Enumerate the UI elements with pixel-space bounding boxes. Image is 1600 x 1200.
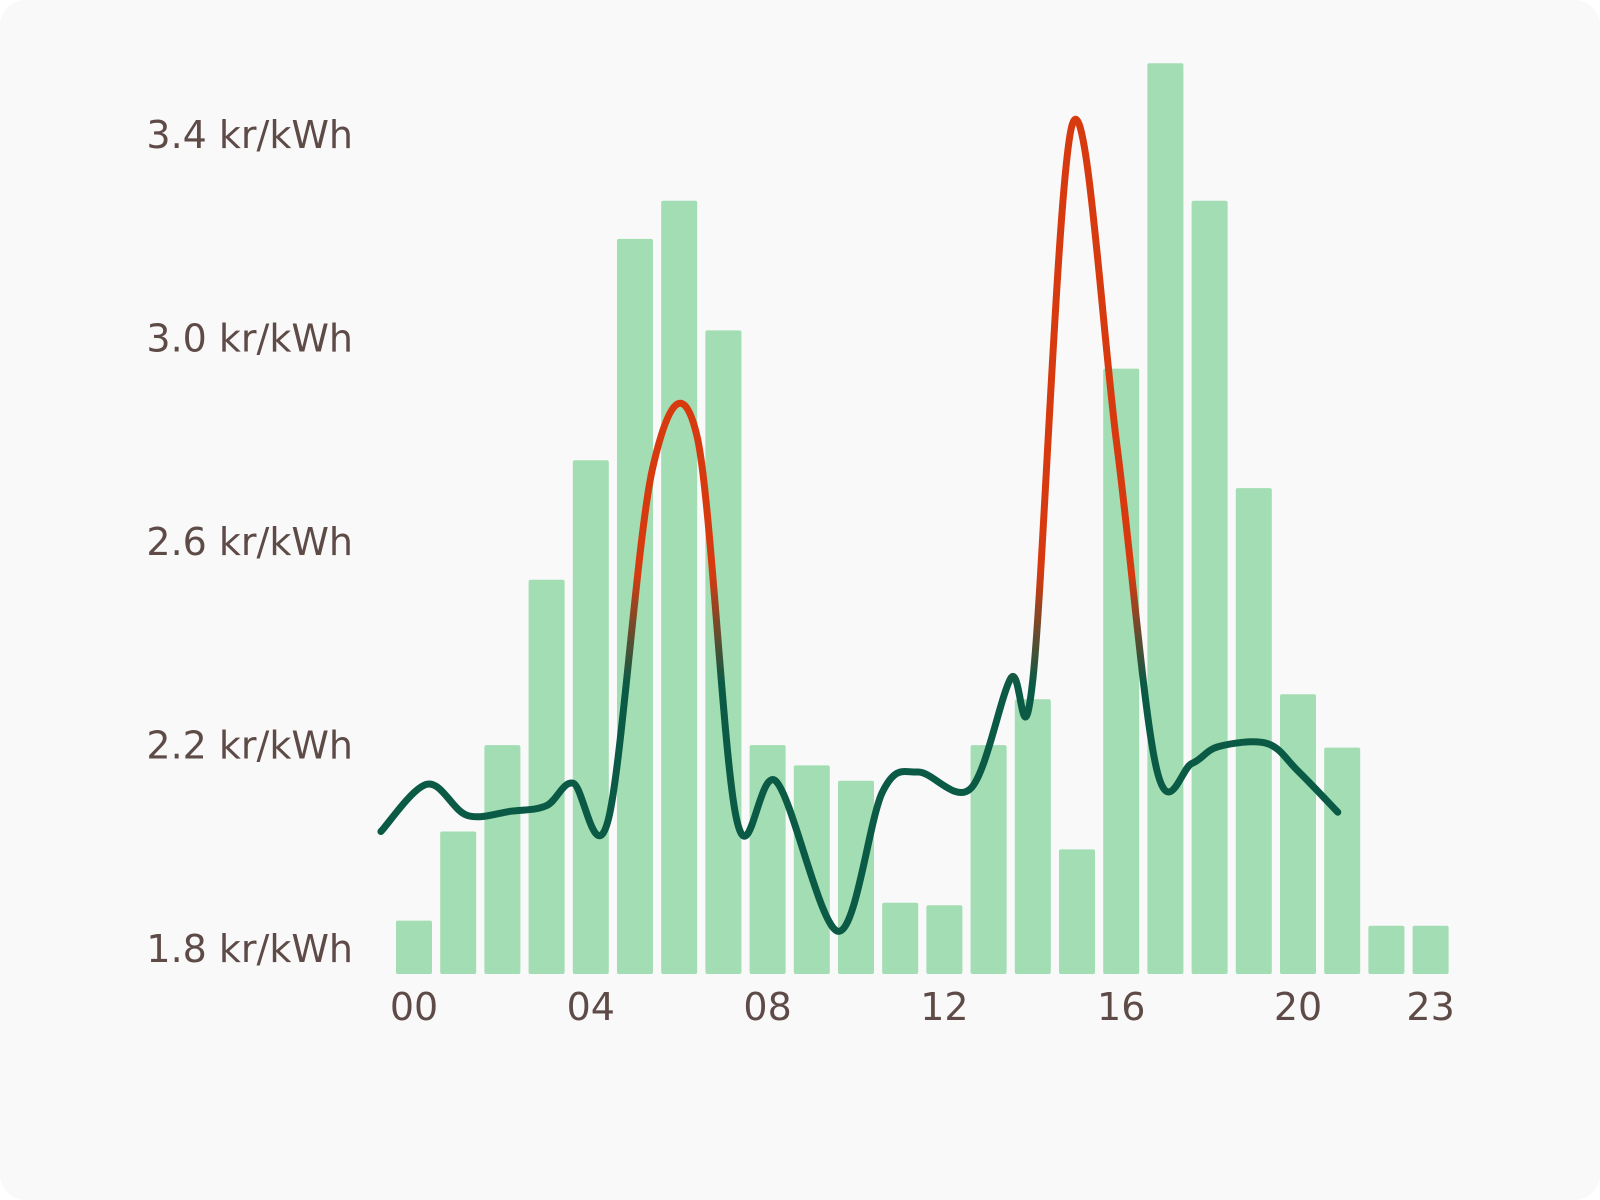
y-axis: 1.8 kr/kWh 2.2 kr/kWh 2.6 kr/kWh 3.0 kr/kWh… bbox=[146, 113, 353, 971]
bar-10 bbox=[838, 780, 874, 974]
bar-16 bbox=[1103, 368, 1140, 975]
line-series bbox=[377, 116, 1342, 935]
y-tick-label: 2.6 kr/kWh bbox=[146, 520, 353, 564]
bar-15 bbox=[1059, 849, 1095, 974]
bar-series bbox=[396, 63, 1449, 975]
y-tick-label: 1.8 kr/kWh bbox=[146, 927, 353, 971]
x-tick-label: 04 bbox=[567, 985, 615, 1029]
bar-18 bbox=[1191, 200, 1228, 974]
bar-19 bbox=[1235, 488, 1272, 974]
y-tick-label: 3.4 kr/kWh bbox=[146, 113, 353, 157]
bar-02 bbox=[484, 745, 521, 974]
bar-07 bbox=[705, 330, 742, 974]
x-tick-label: 23 bbox=[1406, 985, 1454, 1029]
bar-21 bbox=[1324, 747, 1361, 974]
x-axis: 00 04 08 12 16 20 23 bbox=[390, 985, 1455, 1029]
x-tick-label: 08 bbox=[743, 985, 791, 1029]
bar-00 bbox=[396, 920, 432, 974]
bar-01 bbox=[440, 831, 477, 974]
bar-22 bbox=[1368, 925, 1405, 974]
x-tick-label: 16 bbox=[1097, 985, 1145, 1029]
price-line bbox=[377, 116, 1342, 935]
bar-23 bbox=[1412, 925, 1449, 974]
y-tick-label: 3.0 kr/kWh bbox=[146, 317, 353, 361]
bar-06 bbox=[661, 200, 698, 974]
bar-12 bbox=[926, 905, 963, 974]
x-tick-label: 20 bbox=[1274, 985, 1322, 1029]
x-tick-label: 00 bbox=[390, 985, 438, 1029]
y-tick-label: 2.2 kr/kWh bbox=[146, 724, 353, 768]
bar-11 bbox=[882, 902, 919, 974]
bar-20 bbox=[1280, 694, 1316, 974]
bar-04 bbox=[572, 460, 609, 974]
bar-13 bbox=[970, 745, 1007, 974]
x-tick-label: 12 bbox=[920, 985, 968, 1029]
bar-14 bbox=[1014, 699, 1051, 974]
bar-17 bbox=[1147, 63, 1184, 975]
bar-03 bbox=[528, 579, 565, 974]
